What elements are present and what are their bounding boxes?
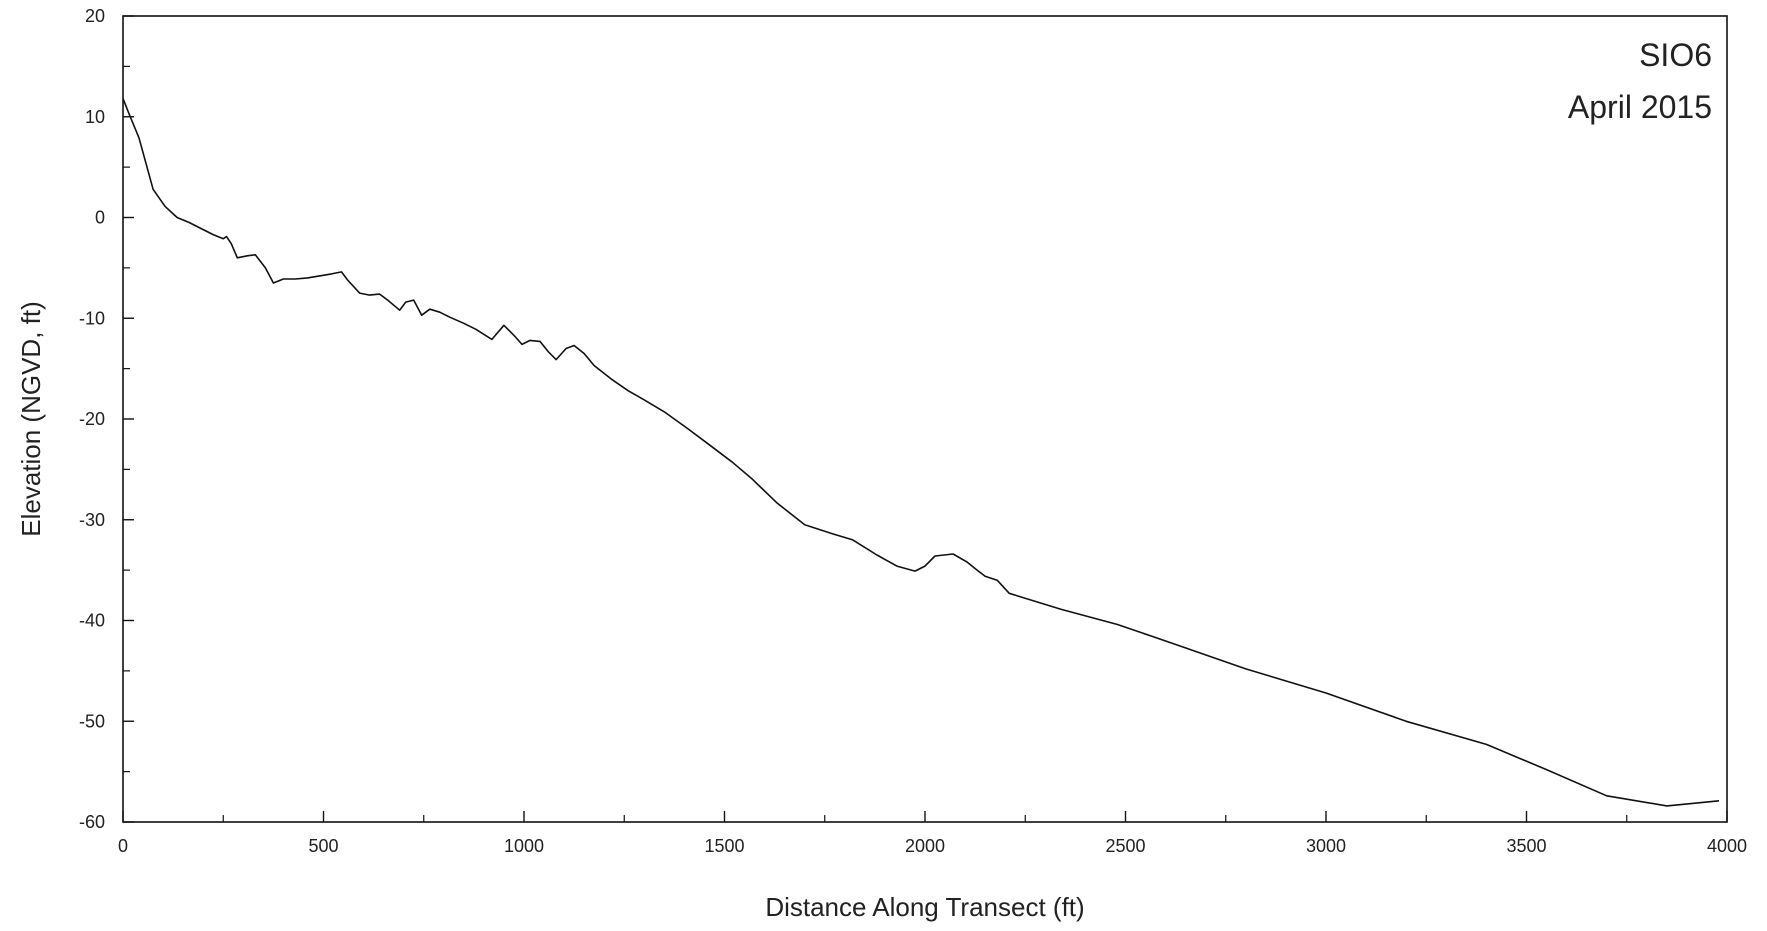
x-tick-label: 3500 bbox=[1506, 836, 1546, 856]
y-tick-label: 20 bbox=[85, 6, 105, 26]
y-tick-label: -40 bbox=[79, 611, 105, 631]
y-tick-label: 0 bbox=[95, 208, 105, 228]
x-tick-label: 4000 bbox=[1707, 836, 1747, 856]
y-axis-title: Elevation (NGVD, ft) bbox=[16, 301, 46, 537]
y-tick-label: -50 bbox=[79, 711, 105, 731]
x-axis-title: Distance Along Transect (ft) bbox=[765, 892, 1084, 922]
y-axis-ticks: -60 -50 -40 -30 -20 -10 0 10 20 bbox=[79, 6, 134, 832]
y-tick-label: -10 bbox=[79, 308, 105, 328]
profile-series-line bbox=[122, 98, 1720, 807]
series-layer bbox=[122, 98, 1720, 807]
x-tick-label: 2000 bbox=[905, 836, 945, 856]
y-tick-label: -20 bbox=[79, 409, 105, 429]
y-tick-label: -60 bbox=[79, 812, 105, 832]
x-axis-ticks: 0 500 1000 1500 2000 2500 3000 3500 4000 bbox=[118, 811, 1747, 856]
plot-frame bbox=[122, 15, 1728, 823]
chart-title: SIO6 bbox=[1639, 37, 1712, 73]
x-tick-label: 1500 bbox=[704, 836, 744, 856]
y-tick-label: -30 bbox=[79, 510, 105, 530]
x-tick-label: 0 bbox=[118, 836, 128, 856]
x-tick-label: 2500 bbox=[1105, 836, 1145, 856]
chart-subtitle: April 2015 bbox=[1568, 89, 1712, 125]
x-tick-label: 500 bbox=[308, 836, 338, 856]
x-tick-label: 1000 bbox=[504, 836, 544, 856]
y-tick-label: 10 bbox=[85, 107, 105, 127]
x-tick-label: 3000 bbox=[1306, 836, 1346, 856]
